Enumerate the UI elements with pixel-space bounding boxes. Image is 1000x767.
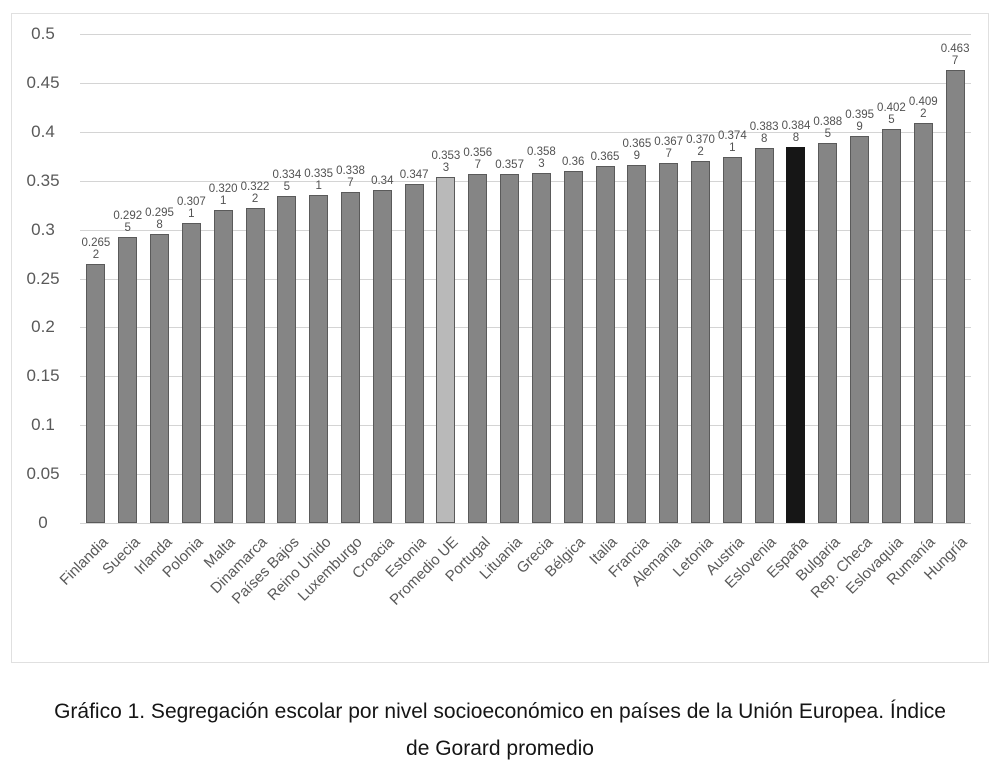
y-axis-tick-label: 0.15 <box>26 366 60 386</box>
bar-value-label: 0.320 1 <box>208 182 238 207</box>
bar-value-label: 0.334 5 <box>272 168 302 193</box>
gridline <box>80 327 971 329</box>
gridline <box>80 82 971 84</box>
bar <box>595 166 615 523</box>
bar-value-label: 0.409 2 <box>908 95 938 120</box>
bar-value-label: 0.395 9 <box>845 108 875 133</box>
bar <box>531 172 551 523</box>
bar <box>627 165 647 523</box>
bar-value-label: 0.307 1 <box>176 195 206 220</box>
chart-frame: 0.5 0.45 0.4 0.35 0.3 0.25 0.2 0.15 0.1 0.05 0 0.26… <box>11 13 989 663</box>
y-axis-tick-label: 0.4 <box>31 121 55 141</box>
bar-value-label: 0.358 3 <box>527 145 556 170</box>
bar <box>722 157 742 523</box>
bar <box>436 177 456 523</box>
bar <box>309 195 329 523</box>
bar <box>818 143 838 523</box>
bar-value-label: 0.338 7 <box>336 164 365 189</box>
y-axis-tick-label: 0.5 <box>31 24 55 43</box>
bar-value-label: 0.322 2 <box>240 180 270 205</box>
bar <box>277 195 297 523</box>
gridline <box>80 131 971 133</box>
y-axis-tick-label: 0.05 <box>26 464 60 484</box>
bar-value-label: 0.335 1 <box>304 168 334 193</box>
bar-value-label: 0.353 3 <box>431 150 461 175</box>
bar-value-label: 0.34 <box>371 175 394 188</box>
gridline <box>80 34 971 35</box>
bar <box>659 163 679 523</box>
bar <box>86 263 106 523</box>
bar-value-label: 0.356 7 <box>463 147 493 172</box>
bar <box>500 173 520 523</box>
gridline <box>80 425 971 427</box>
bar-value-label: 0.365 <box>590 151 620 164</box>
bar <box>340 191 360 523</box>
bar <box>786 146 806 523</box>
gridline <box>80 376 971 378</box>
bar <box>245 207 265 523</box>
bar <box>213 209 233 523</box>
bar <box>563 170 583 523</box>
y-axis-tick-label: 0.25 <box>26 268 60 288</box>
y-axis-tick-label: 0.1 <box>31 415 55 435</box>
y-axis-tick-label: 0.2 <box>31 317 55 337</box>
plot-area: 0.5 0.45 0.4 0.35 0.3 0.25 0.2 0.15 0.1 0.05 0 0.26… <box>1 1 1000 661</box>
bar <box>404 183 424 523</box>
bar <box>150 233 170 523</box>
bar <box>372 190 392 523</box>
gridline <box>80 523 971 524</box>
gridline <box>80 180 971 182</box>
bar-value-label: 0.292 5 <box>113 209 143 234</box>
bar-value-label: 0.374 1 <box>717 130 747 155</box>
bar-value-label: 0.370 2 <box>686 133 715 158</box>
caption-line-2: de Gorard promedio <box>406 737 594 760</box>
bar <box>754 147 774 523</box>
y-axis-tick-label: 0 <box>38 513 48 532</box>
bar-value-label: 0.365 9 <box>622 138 652 163</box>
bar <box>850 135 870 523</box>
bar-value-label: 0.347 <box>399 168 429 181</box>
bar-value-label: 0.265 2 <box>81 236 111 261</box>
bar <box>913 122 933 523</box>
bar-value-label: 0.383 8 <box>749 120 779 145</box>
bar <box>945 69 965 523</box>
caption-line-1: Gráfico 1. Segregación escolar por nivel… <box>54 700 946 723</box>
y-axis-tick-label: 0.3 <box>31 219 55 239</box>
bar-value-label: 0.367 7 <box>654 136 684 161</box>
y-axis-tick-label: 0.35 <box>26 170 60 190</box>
bar-value-label: 0.463 7 <box>940 42 970 67</box>
gridline <box>80 278 971 280</box>
bar <box>118 236 138 523</box>
y-axis-tick-label: 0.45 <box>26 72 60 92</box>
bar <box>181 222 201 523</box>
bar-value-label: 0.384 8 <box>781 119 811 144</box>
bar-value-label: 0.357 <box>495 158 524 171</box>
bar <box>881 129 901 523</box>
bar-value-label: 0.388 5 <box>813 116 843 141</box>
bar-value-label: 0.402 5 <box>877 102 906 127</box>
bar <box>468 174 488 523</box>
gridline <box>80 229 971 231</box>
bar <box>691 160 711 523</box>
bar-value-label: 0.36 <box>562 155 585 168</box>
chart-caption: Gráfico 1. Segregación escolar por nivel… <box>0 693 1000 767</box>
gridline <box>80 474 971 476</box>
bar-value-label: 0.295 8 <box>145 206 174 231</box>
